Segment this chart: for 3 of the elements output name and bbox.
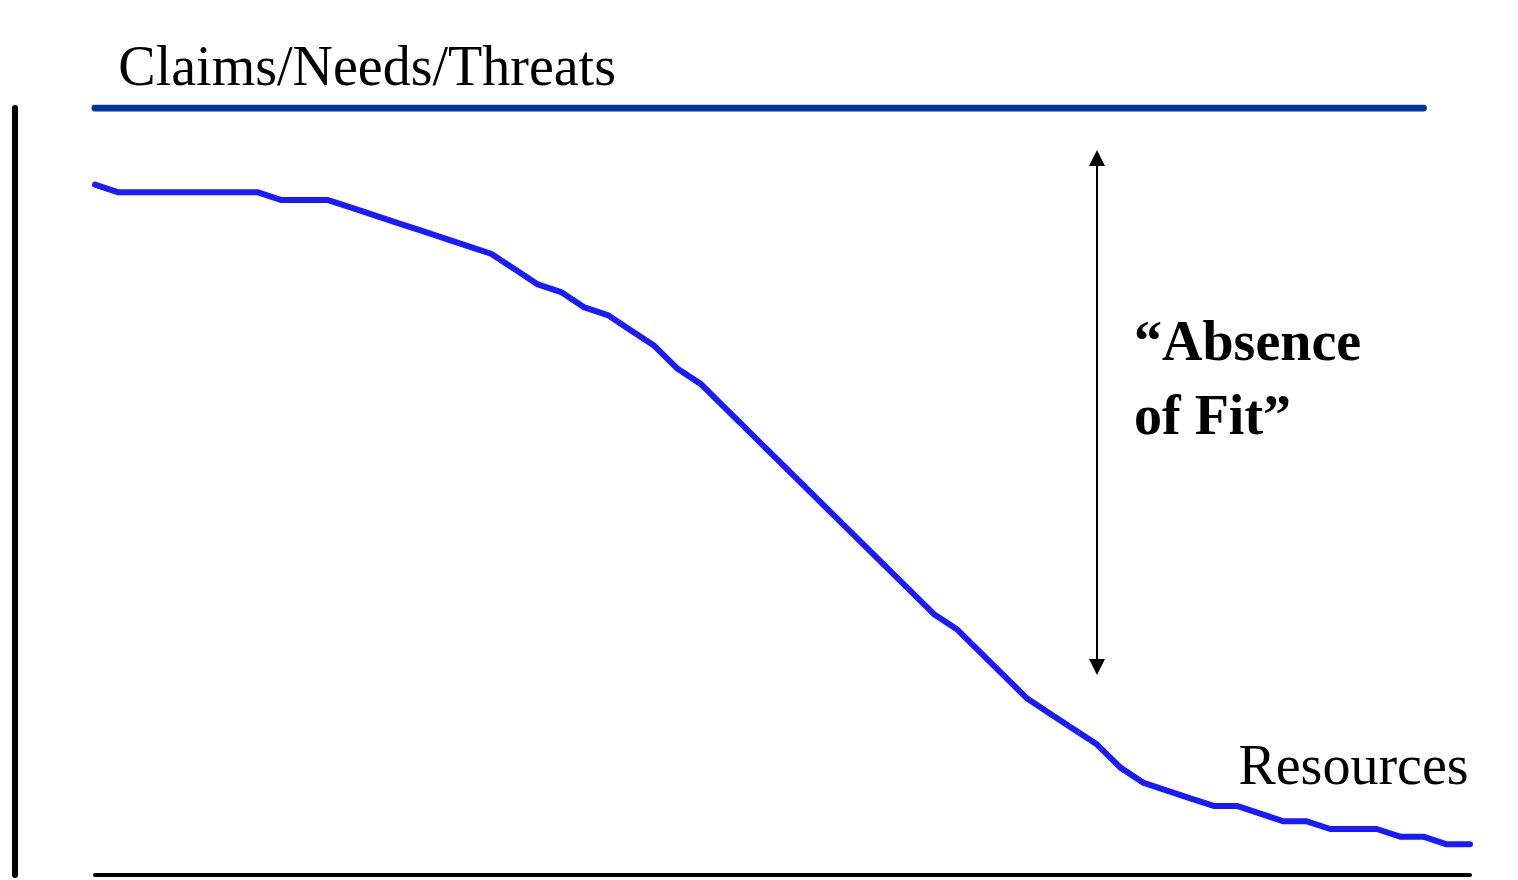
series-label: Resources <box>1238 733 1469 796</box>
annotation: “Absence of Fit” <box>1134 308 1363 448</box>
series-label: Claims/Needs/Threats <box>118 35 616 97</box>
